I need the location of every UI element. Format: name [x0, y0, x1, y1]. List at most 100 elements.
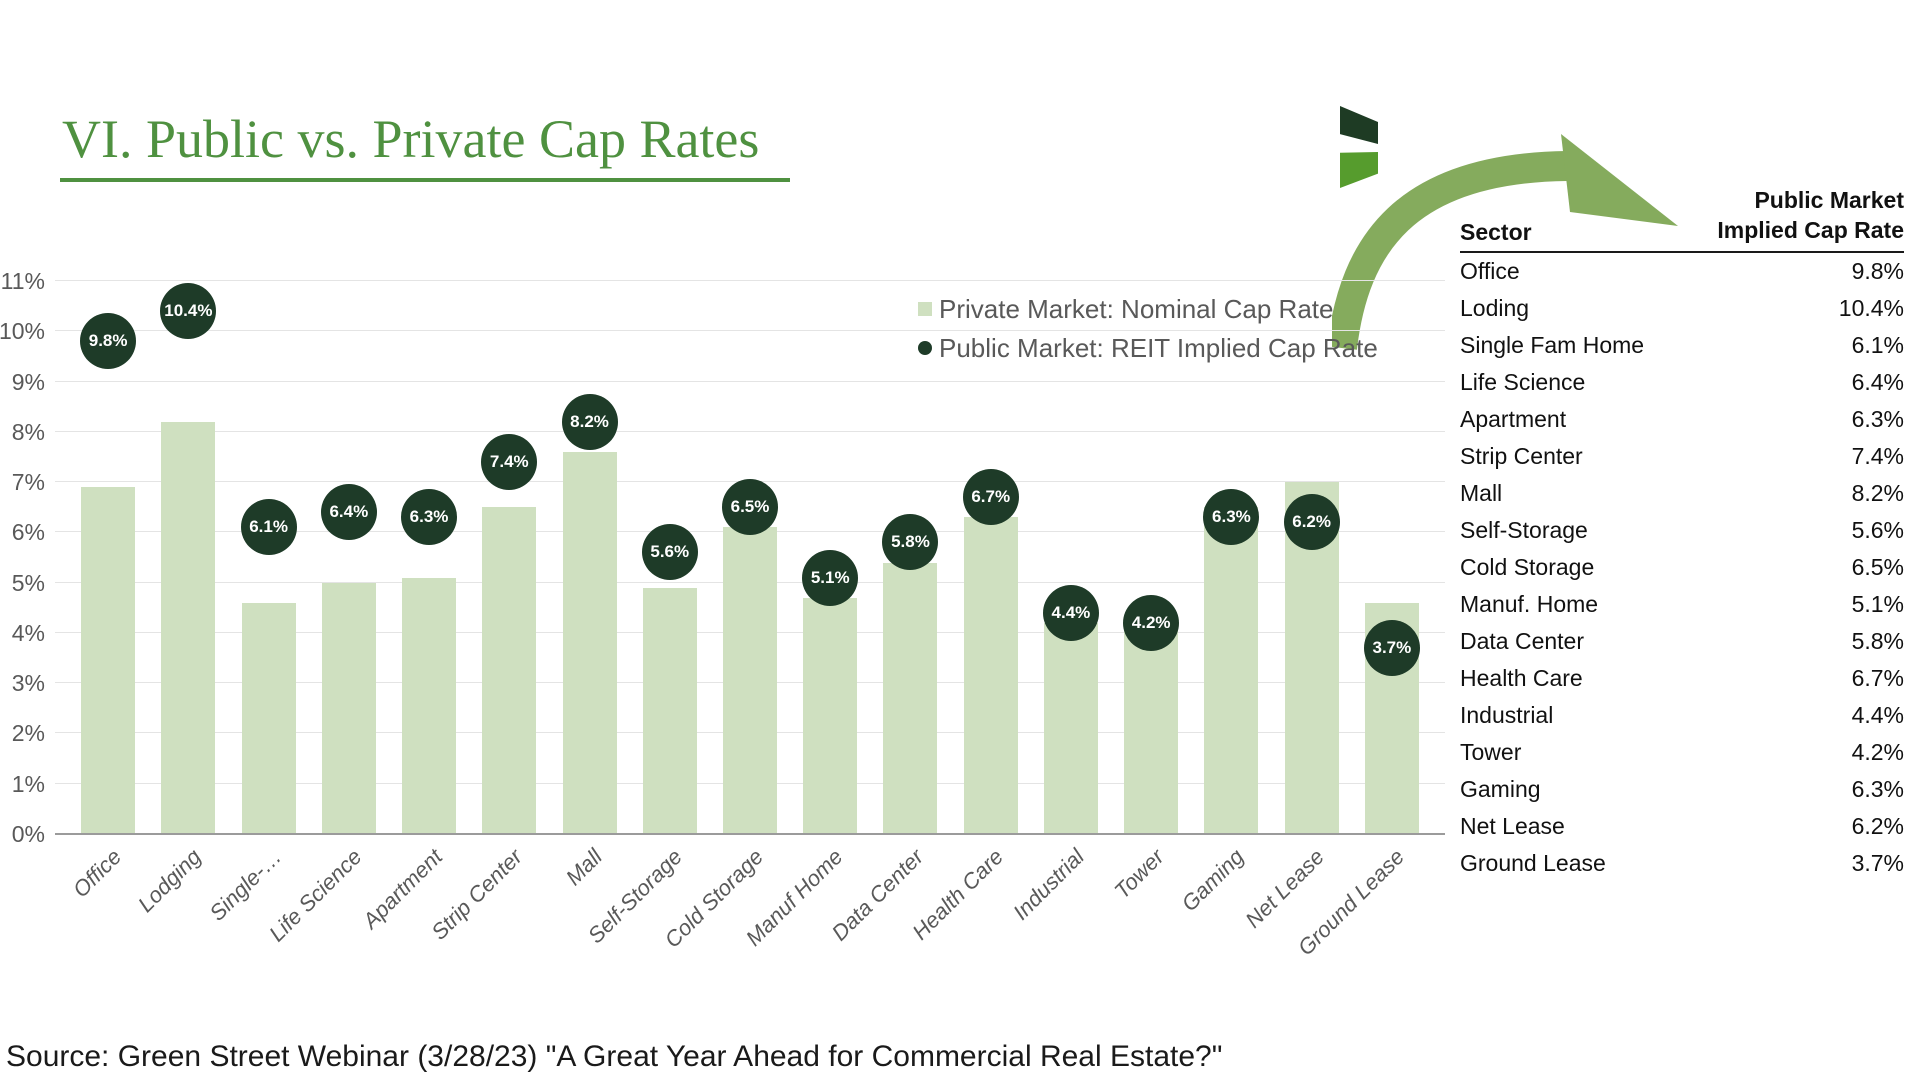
- title-underline: [60, 178, 790, 182]
- table-cell-sector: Tower: [1460, 738, 1522, 765]
- table-cell-cap-rate: 5.6%: [1851, 516, 1904, 543]
- table-row: Ground Lease 3.7%: [1460, 845, 1904, 882]
- category-slot: 6.3% Gaming: [1177, 281, 1271, 916]
- table-cell-cap-rate: 3.7%: [1851, 849, 1904, 876]
- public-cap-rate-marker: 5.6%: [641, 524, 698, 581]
- table-cell-sector: Self-Storage: [1460, 516, 1588, 543]
- table-row: Life Science 6.4%: [1460, 364, 1904, 401]
- private-cap-rate-bar: [1043, 622, 1098, 834]
- x-axis-label: Single-…: [204, 844, 287, 926]
- table-row: Single Fam Home 6.1%: [1460, 327, 1904, 364]
- table-cell-cap-rate: 5.1%: [1851, 590, 1904, 617]
- table-cell-sector: Health Care: [1460, 664, 1583, 691]
- x-axis-label: Tower: [1109, 844, 1169, 904]
- table-cell-cap-rate: 9.8%: [1851, 257, 1904, 284]
- table-row: Gaming 6.3%: [1460, 771, 1904, 808]
- category-slot: 6.2% Net Lease: [1241, 281, 1352, 933]
- table-cell-sector: Loding: [1460, 294, 1530, 321]
- table-cell-cap-rate: 6.7%: [1851, 664, 1904, 691]
- private-cap-rate-bar: [81, 487, 136, 834]
- table-cell-cap-rate: 5.8%: [1851, 627, 1904, 654]
- public-cap-rate-marker: 6.5%: [721, 479, 778, 536]
- table-cell-sector: Apartment: [1460, 405, 1567, 432]
- chart-legend: Private Market: Nominal Cap Rate Public …: [918, 294, 1378, 374]
- table-row: Loding 10.4%: [1460, 290, 1904, 327]
- table-cell-cap-rate: 7.4%: [1851, 442, 1904, 469]
- table-cell-cap-rate: 8.2%: [1851, 479, 1904, 506]
- category-slot: 4.4% Industrial: [1008, 281, 1111, 925]
- category-slot: 3.7% Ground Lease: [1293, 281, 1432, 960]
- gridline: [55, 430, 1445, 432]
- private-cap-rate-bar: [241, 602, 296, 834]
- private-cap-rate-bar: [883, 562, 938, 834]
- table-cell-sector: Gaming: [1460, 775, 1541, 802]
- table-cell-sector: Data Center: [1460, 627, 1585, 654]
- private-cap-rate-bar: [1204, 507, 1259, 834]
- public-series-swatch-icon: [918, 341, 932, 355]
- table-cell-sector: Ground Lease: [1460, 849, 1606, 876]
- private-cap-rate-bar: [482, 507, 537, 834]
- public-cap-rate-marker: 6.1%: [240, 499, 297, 556]
- table-row: Mall 8.2%: [1460, 475, 1904, 512]
- table-row: Self-Storage 5.6%: [1460, 512, 1904, 549]
- category-slot: 5.6% Self-Storage: [583, 281, 710, 948]
- public-cap-rate-marker: 8.2%: [561, 393, 618, 450]
- table-body: Office 9.8% Loding 10.4% Single Fam Home 6.1%…: [1460, 253, 1904, 882]
- table-row: Office 9.8%: [1460, 253, 1904, 290]
- y-axis-tick-label: 5%: [11, 569, 45, 596]
- table-row: Cold Storage 6.5%: [1460, 549, 1904, 586]
- y-axis-tick-label: 0%: [11, 821, 45, 847]
- table-cell-cap-rate: 6.1%: [1851, 331, 1904, 358]
- cap-rate-bar-chart: 0% 1% 2% 3% 4% 5% 6% 7% 8% 9% 10% 11% 9.8% Office 10.…: [0, 268, 1445, 960]
- private-cap-rate-bar: [803, 597, 858, 834]
- public-cap-rate-marker: 10.4%: [160, 283, 217, 340]
- private-cap-rate-bar: [321, 582, 376, 834]
- private-cap-rate-bar: [402, 577, 457, 834]
- table-cell-cap-rate: 6.4%: [1851, 368, 1904, 395]
- table-cell-cap-rate: 10.4%: [1838, 294, 1904, 321]
- category-slot: 6.5% Cold Storage: [659, 281, 790, 952]
- table-row: Strip Center 7.4%: [1460, 438, 1904, 475]
- y-axis-tick-label: 9%: [11, 368, 45, 395]
- private-cap-rate-bar: [642, 587, 697, 834]
- x-axis-label: Gaming: [1176, 844, 1250, 917]
- public-cap-rate-marker: 6.2%: [1283, 494, 1340, 551]
- source-note: Source: Green Street Webinar (3/28/23) "…: [6, 1040, 1223, 1073]
- y-axis-tick-label: 3%: [11, 670, 45, 697]
- public-cap-rate-marker: 4.4%: [1042, 584, 1099, 641]
- category-slot: 5.8% Data Center: [827, 281, 950, 946]
- table-header-row: Sector Public Market Implied Cap Rate: [1460, 186, 1904, 253]
- category-slot: 6.3% Apartment: [357, 281, 469, 933]
- table-cell-cap-rate: 4.4%: [1851, 701, 1904, 728]
- table-cell-sector: Single Fam Home: [1460, 331, 1645, 358]
- table-cell-sector: Cold Storage: [1460, 553, 1595, 580]
- category-slot: 6.4% Life Science: [264, 281, 389, 946]
- category-slot: 6.1% Single-…: [205, 281, 308, 926]
- page-title: VI. Public vs. Private Cap Rates: [62, 109, 760, 169]
- y-axis-tick-label: 4%: [11, 619, 45, 646]
- legend-item-private: Private Market: Nominal Cap Rate: [918, 294, 1378, 324]
- public-cap-rate-marker: 3.7%: [1363, 620, 1420, 676]
- category-slot: 7.4% Strip Center: [426, 281, 549, 945]
- category-slot: 9.8% Office: [67, 281, 148, 902]
- table-cell-sector: Office: [1460, 257, 1520, 284]
- public-cap-rate-marker: 9.8%: [80, 313, 137, 370]
- category-slot: 4.2% Tower: [1109, 281, 1191, 903]
- legend-item-public: Public Market: REIT Implied Cap Rate: [918, 332, 1378, 363]
- cap-rate-table: Sector Public Market Implied Cap Rate Of…: [1460, 186, 1904, 882]
- gridline: [55, 380, 1445, 382]
- private-cap-rate-bar: [963, 517, 1018, 834]
- y-axis-tick-label: 7%: [11, 469, 45, 496]
- table-row: Data Center 5.8%: [1460, 623, 1904, 660]
- table-cell-sector: Industrial: [1460, 701, 1554, 728]
- x-axis-label: Office: [67, 844, 126, 903]
- private-cap-rate-bar: [161, 421, 216, 834]
- y-axis-tick-label: 2%: [11, 720, 45, 747]
- x-axis-line: [55, 833, 1445, 835]
- public-cap-rate-marker: 6.3%: [401, 489, 458, 546]
- table-cell-sector: Net Lease: [1460, 812, 1565, 839]
- public-cap-rate-marker: 6.4%: [320, 484, 377, 541]
- x-axis-label: Mall: [560, 844, 608, 891]
- legend-label-public: Public Market: REIT Implied Cap Rate: [939, 332, 1378, 363]
- chart-series-area: 9.8% Office 10.4% Lodging 6.1% Single-… 6.4% Li…: [67, 281, 1432, 960]
